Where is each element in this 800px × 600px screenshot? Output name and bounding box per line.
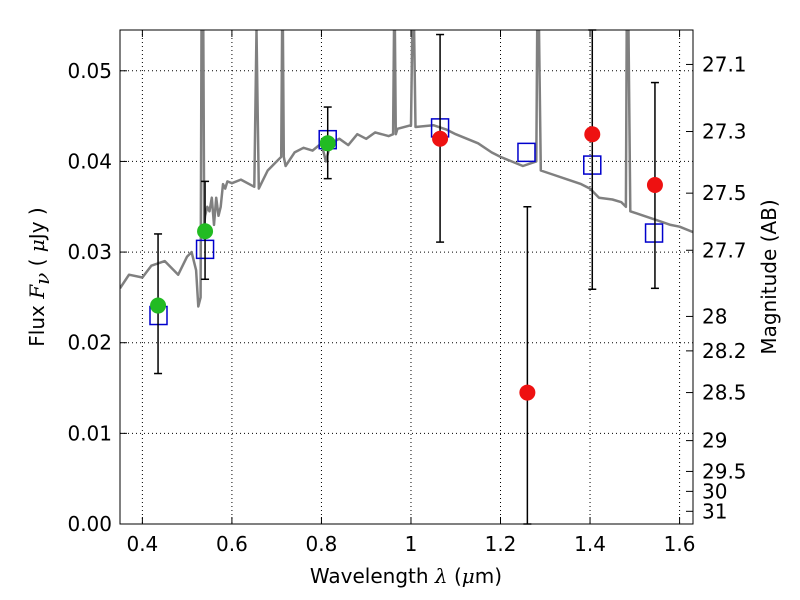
y2-tick-label: 29 (702, 429, 727, 453)
y2-tick-label: 27.5 (702, 181, 747, 205)
y-tick-label: 0.03 (67, 240, 112, 264)
green-data-point (150, 297, 167, 314)
data-marks-layer (149, 29, 664, 525)
y2-tick-label: 27.3 (702, 120, 747, 144)
model-photometry-box (644, 223, 664, 243)
x-tick-label: 1.4 (574, 532, 606, 556)
y2-tick-label: 28.2 (702, 339, 747, 363)
x-axis-title: Wavelength λ (μm) (310, 564, 502, 588)
red-data-point (646, 176, 663, 193)
red-data-point (519, 384, 536, 401)
x-tick-label: 0.8 (306, 532, 338, 556)
y2-tick-label: 27.7 (702, 238, 747, 262)
x-tick-label: 0.6 (216, 532, 248, 556)
y2-tick-label: 29.5 (702, 459, 747, 483)
y2-axis-title: Magnitude (AB) (757, 199, 781, 354)
red-data-point (432, 130, 449, 147)
green-data-point (319, 135, 336, 152)
y2-tick-label: 28 (702, 304, 727, 328)
model-photometry-box (517, 142, 536, 163)
x-tick-label: 1 (405, 532, 418, 556)
plot-frame (119, 29, 694, 525)
x-tick-label: 1.2 (485, 532, 517, 556)
y-axis-title: Flux Fν ( μJy ) (25, 207, 54, 346)
y2-tick-label: 30 (702, 479, 727, 503)
y-tick-label: 0.01 (67, 421, 112, 445)
y2-tick-label: 31 (702, 499, 727, 523)
green-data-point (197, 223, 214, 240)
y-tick-label: 0.04 (67, 149, 112, 173)
y-tick-label: 0.00 (67, 512, 112, 536)
axes: 0.4 0.6 0.8 1 1.2 1.4 1.6 0.00 0.01 0.02 0.03 0.04 0… (67, 30, 747, 556)
x-tick-label: 0.4 (126, 532, 158, 556)
red-data-point (584, 126, 601, 143)
x-tick-label: 1.6 (664, 532, 696, 556)
y2-tick-label: 28.5 (702, 381, 747, 405)
y2-tick-label: 27.1 (702, 52, 747, 76)
y-tick-label: 0.05 (67, 59, 112, 83)
y-tick-label: 0.02 (67, 331, 112, 355)
